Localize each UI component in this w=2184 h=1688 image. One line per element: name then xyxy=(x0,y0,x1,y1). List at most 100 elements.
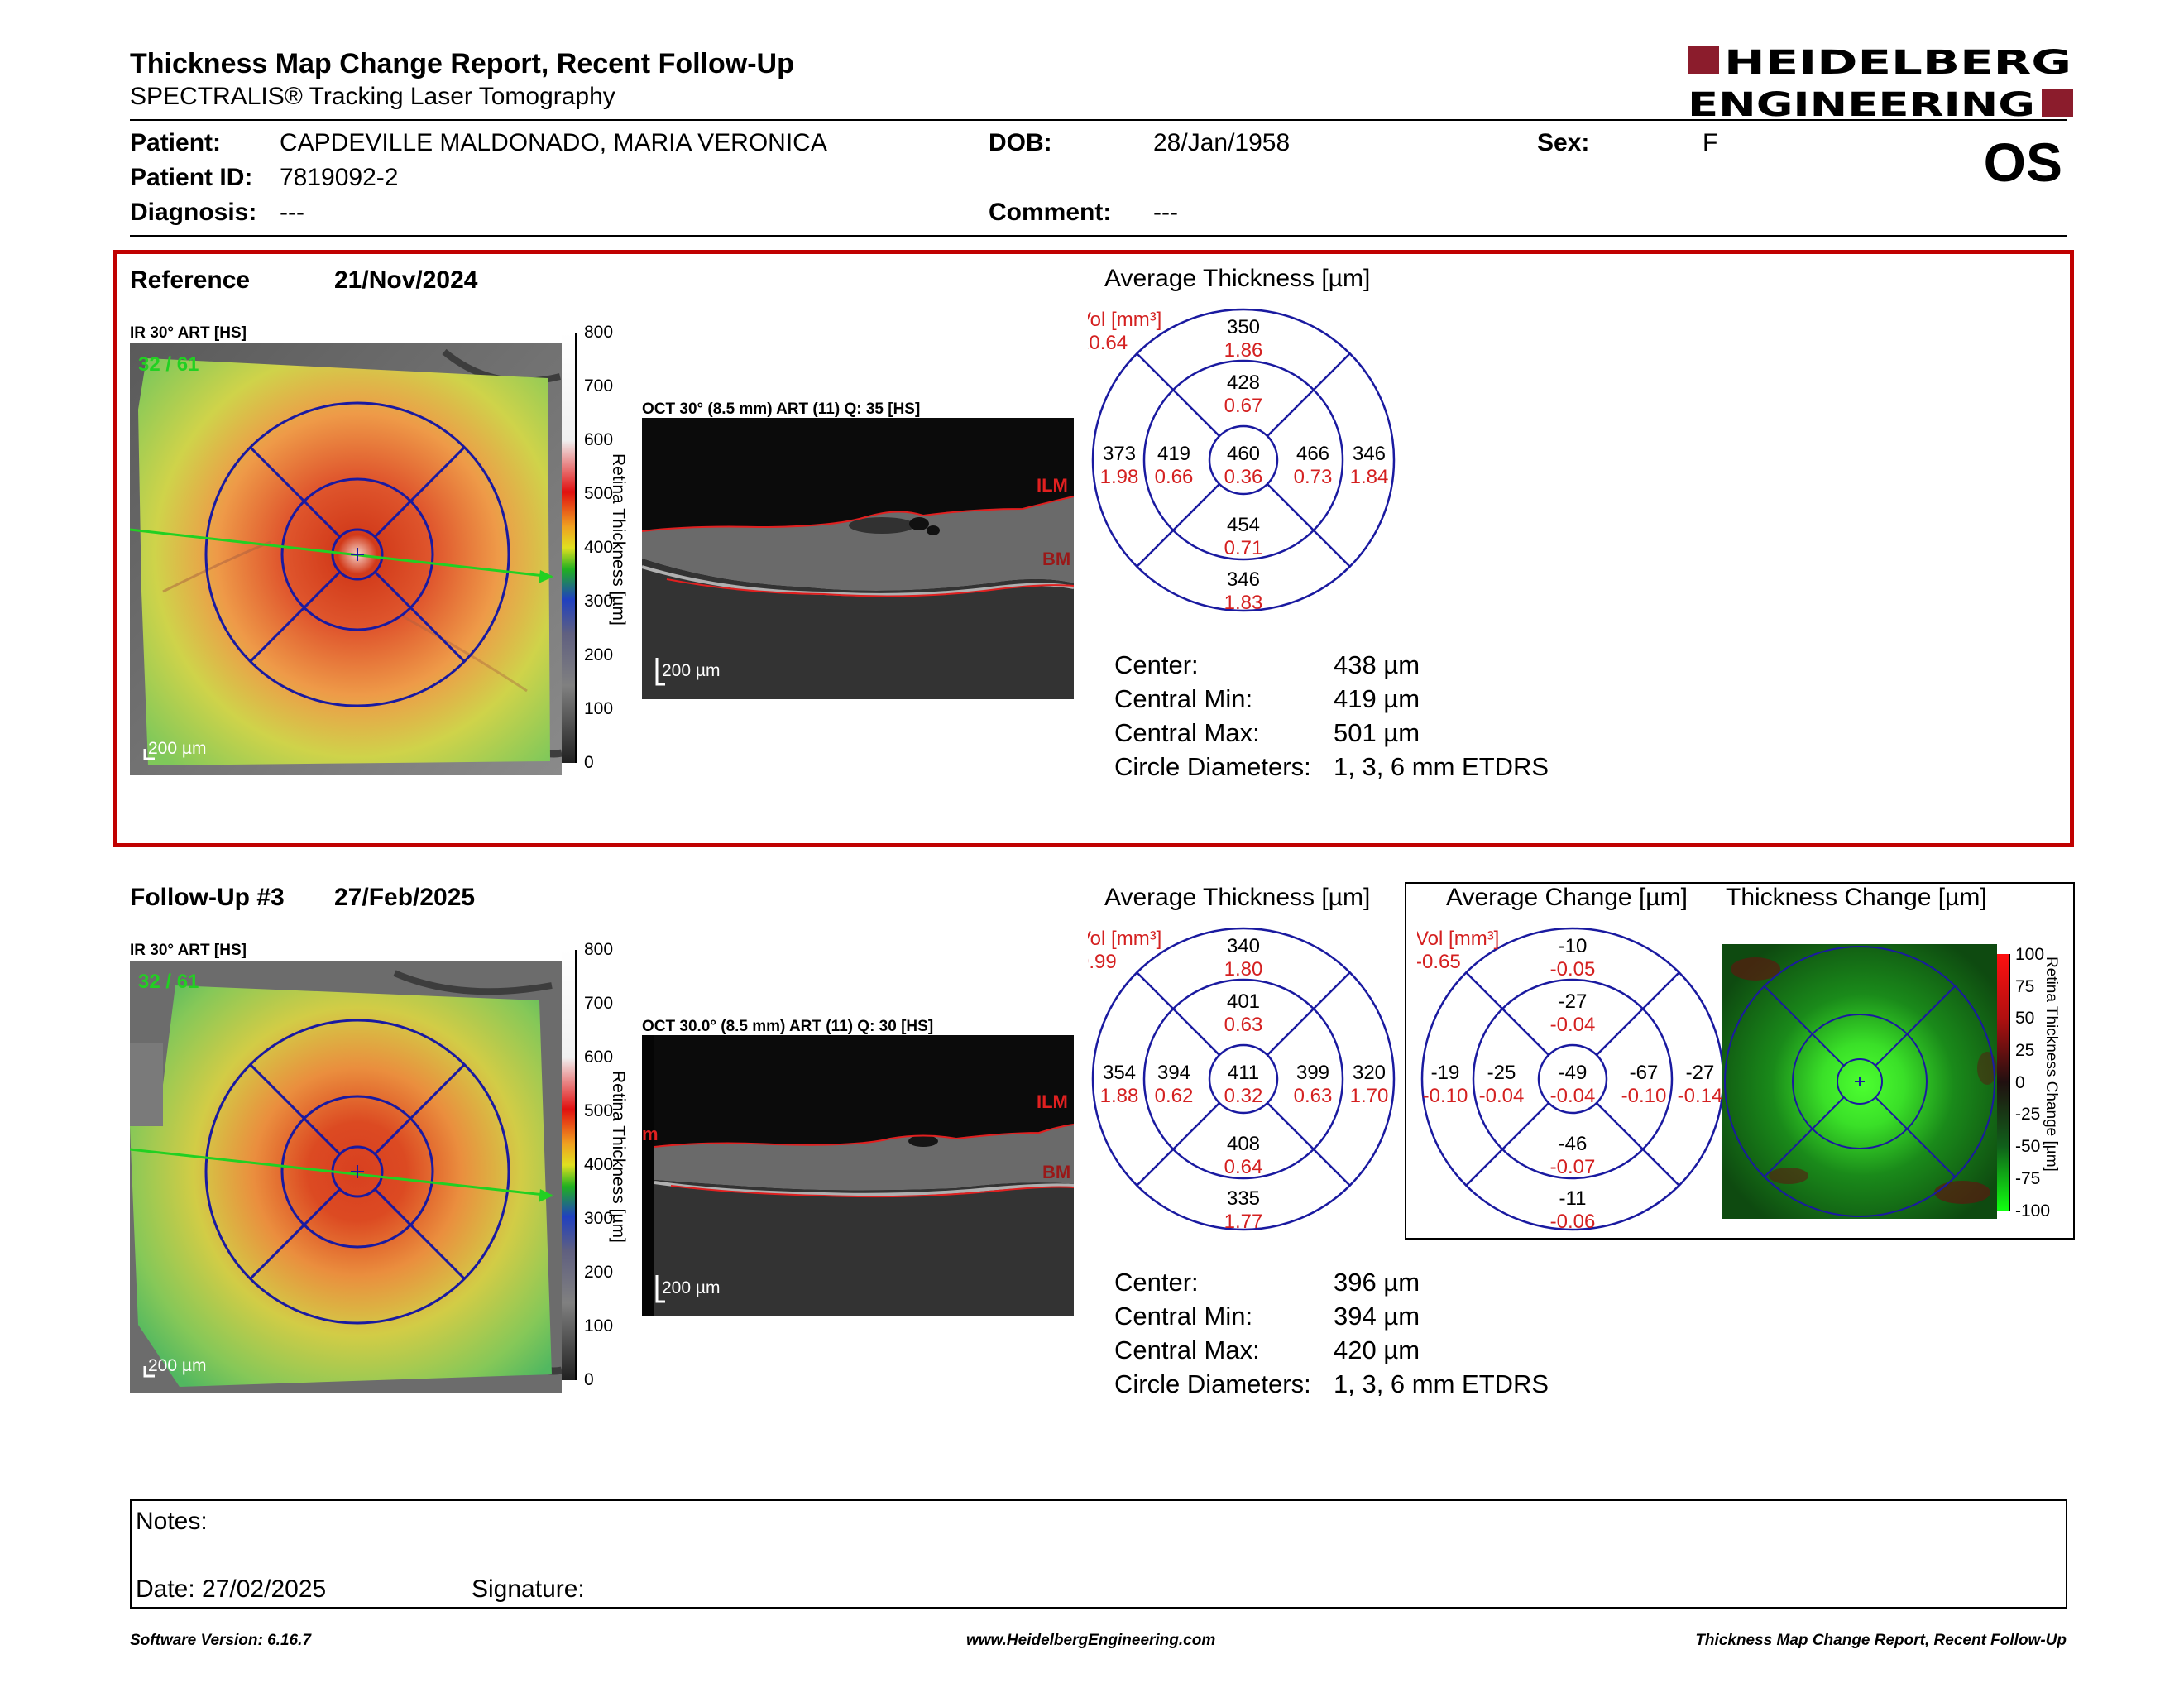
ref-colorbar-ticks: 800 700 600 500 400 300 200 100 0 xyxy=(584,322,613,774)
ref-vol-label: Vol [mm³] xyxy=(1088,309,1161,331)
dob-value: 28/Jan/1958 xyxy=(1153,129,1291,156)
fu-nas-inner: 399 xyxy=(1296,1062,1329,1084)
fu-ir-caption: IR 30° ART [HS] xyxy=(130,942,247,959)
ref-thickness-map: 32 / 61 200 µm xyxy=(130,343,562,775)
fu-tick: 500 xyxy=(584,1101,614,1120)
ref-tick: 100 xyxy=(584,699,614,718)
logo-line1: HEIDELBERG xyxy=(1724,44,2071,82)
report-title: Thickness Map Change Report, Recent Foll… xyxy=(130,48,794,79)
reference-frame xyxy=(113,250,2074,847)
followup-label: Follow-Up #3 xyxy=(130,884,285,911)
fu-tick: 700 xyxy=(584,994,614,1013)
ref-min-label: Central Min: xyxy=(1114,684,1253,713)
chg-temp-outer: -19 xyxy=(1431,1062,1460,1084)
chg-vol-label: Vol [mm³] xyxy=(1417,928,1499,950)
chg-inf-inner-vol: -0.07 xyxy=(1550,1156,1596,1178)
ref-oct-caption: OCT 30° (8.5 mm) ART (11) Q: 35 [HS] xyxy=(642,400,921,418)
ref-ir-counter: 32 / 61 xyxy=(138,353,199,376)
fu-diam-value: 1, 3, 6 mm ETDRS xyxy=(1334,1369,1549,1398)
fu-temp-inner-vol: 0.62 xyxy=(1155,1085,1194,1107)
ref-ir-caption: IR 30° ART [HS] xyxy=(130,324,247,342)
footer-website[interactable]: www.HeidelbergEngineering.com xyxy=(966,1632,1216,1649)
ref-tick: 200 xyxy=(584,645,614,664)
fu-ir-scale: 200 µm xyxy=(148,1356,206,1375)
change-colorbar xyxy=(1997,954,2009,1211)
ref-max-label: Central Max: xyxy=(1114,718,1260,747)
fu-vol-total: 9.99 xyxy=(1088,951,1117,973)
chg-nas-outer: -27 xyxy=(1686,1062,1715,1084)
fu-nas-inner-vol: 0.63 xyxy=(1294,1085,1333,1107)
chg-inf-outer: -11 xyxy=(1559,1187,1587,1210)
ref-ilm-label: ILM xyxy=(1037,475,1068,496)
fu-ilm-label: ILM xyxy=(1037,1091,1068,1112)
ref-vol-total: 10.64 xyxy=(1088,332,1128,354)
fu-tick: 400 xyxy=(584,1155,614,1174)
ref-etdrs-grid: Vol [mm³] 10.64 350 1.86 428 0.67 373 1.… xyxy=(1088,308,1396,614)
fu-ir-counter: 32 / 61 xyxy=(138,971,199,993)
fu-sup-outer: 340 xyxy=(1227,935,1260,957)
dob-label: DOB: xyxy=(989,129,1052,156)
fu-center: 411 xyxy=(1228,1062,1259,1084)
fu-edge-mark: m xyxy=(642,1124,659,1144)
fu-inf-outer-vol: 1.77 xyxy=(1224,1211,1263,1233)
ref-temp-outer: 373 xyxy=(1103,443,1136,465)
ref-tick: 700 xyxy=(584,376,614,396)
ref-diam-value: 1, 3, 6 mm ETDRS xyxy=(1334,752,1549,781)
chg-temp-outer-vol: -0.10 xyxy=(1423,1085,1468,1107)
fu-vol-label: Vol [mm³] xyxy=(1088,928,1161,950)
chg-tick: -50 xyxy=(2015,1137,2041,1157)
fu-oct-scale: 200 µm xyxy=(662,1278,720,1297)
change-colorbar-axis xyxy=(2009,954,2010,1211)
ref-tick: 800 xyxy=(584,323,614,342)
chg-sup-outer: -10 xyxy=(1559,935,1588,957)
change-panel xyxy=(1405,882,2075,1240)
fu-tick: 300 xyxy=(584,1209,614,1228)
fu-tick: 800 xyxy=(584,940,614,959)
ref-inf-outer-vol: 1.83 xyxy=(1224,592,1263,614)
fu-min-value: 394 µm xyxy=(1334,1302,1420,1331)
ref-tick: 0 xyxy=(584,753,594,772)
patient-label: Patient: xyxy=(130,129,222,156)
ref-nas-outer: 346 xyxy=(1353,443,1386,465)
heidelberg-logo: HEIDELBERG ENGINEERING xyxy=(1688,44,2073,119)
chg-vol-total: -0.65 xyxy=(1417,951,1461,973)
ref-nas-inner: 466 xyxy=(1296,443,1329,465)
chg-nas-inner-vol: -0.10 xyxy=(1621,1085,1667,1107)
fu-min-label: Central Min: xyxy=(1114,1302,1253,1331)
followup-date: 27/Feb/2025 xyxy=(334,884,476,911)
fu-temp-inner: 394 xyxy=(1157,1062,1190,1084)
fu-nas-outer-vol: 1.70 xyxy=(1350,1085,1389,1107)
fu-max-value: 420 µm xyxy=(1334,1336,1420,1364)
ref-oct-bscan: ILM BM 200 µm xyxy=(642,418,1074,699)
ref-temp-inner: 419 xyxy=(1157,443,1190,465)
change-colorbar-ticks: 100 75 50 25 0 -25 -50 -75 -100 xyxy=(2015,945,2050,1221)
patient-id-value: 7819092-2 xyxy=(280,164,399,191)
ref-ir-scale: 200 µm xyxy=(148,739,206,758)
fu-oct-caption: OCT 30.0° (8.5 mm) ART (11) Q: 30 [HS] xyxy=(642,1018,934,1035)
fu-bm-label: BM xyxy=(1042,1162,1070,1182)
ref-oct-scale: 200 µm xyxy=(662,661,720,680)
fu-center-value: 396 µm xyxy=(1334,1268,1420,1297)
chg-tick: -75 xyxy=(2015,1168,2041,1188)
fu-tick: 100 xyxy=(584,1316,614,1336)
fu-inf-outer: 335 xyxy=(1227,1187,1260,1210)
ref-inf-inner-vol: 0.71 xyxy=(1224,537,1263,559)
sex-label: Sex: xyxy=(1537,129,1590,156)
chg-center: -49 xyxy=(1559,1062,1588,1084)
fu-etdrs-grid: Vol [mm³] 9.99 340 1.80 401 0.63 354 1.8… xyxy=(1088,927,1396,1233)
thickness-change-title: Thickness Change [µm] xyxy=(1726,884,1987,911)
ref-max-value: 501 µm xyxy=(1334,718,1420,747)
chg-sup-outer-vol: -0.05 xyxy=(1550,958,1596,981)
chg-tick: -25 xyxy=(2015,1105,2041,1125)
fu-center-vol: 0.32 xyxy=(1224,1085,1263,1107)
fu-tick: 0 xyxy=(584,1370,594,1389)
ref-temp-inner-vol: 0.66 xyxy=(1155,466,1194,488)
chg-tick: -100 xyxy=(2015,1201,2051,1220)
fu-temp-outer-vol: 1.88 xyxy=(1100,1085,1139,1107)
chg-nas-outer-vol: -0.14 xyxy=(1678,1085,1723,1107)
notes-box xyxy=(130,1499,2067,1609)
notes-label: Notes: xyxy=(136,1508,208,1535)
fu-thickness-map: 32 / 61 200 µm xyxy=(130,961,562,1393)
ref-sup-outer: 350 xyxy=(1227,316,1260,338)
signature-label: Signature: xyxy=(472,1575,585,1603)
